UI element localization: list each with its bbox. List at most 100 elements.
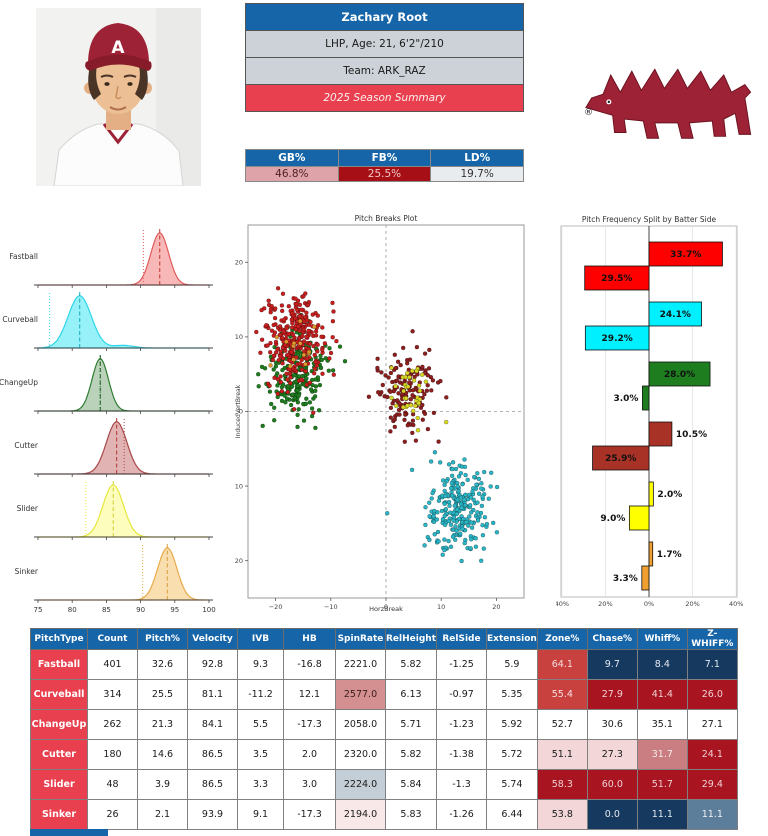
svg-text:2.0%: 2.0%: [657, 490, 682, 500]
svg-text:Slider: Slider: [17, 504, 39, 513]
ld-value: 19.7%: [430, 166, 524, 182]
svg-text:1.7%: 1.7%: [657, 550, 682, 560]
stat-cell: 3.5: [237, 739, 284, 770]
stat-cell: 35.1: [636, 709, 688, 740]
svg-text:10: 10: [235, 333, 243, 341]
svg-text:HorzBreak: HorzBreak: [369, 605, 403, 613]
jersey: [53, 123, 184, 186]
stat-cell: -1.23: [436, 709, 487, 740]
stat-cell: -1.26: [436, 799, 487, 830]
stat-cell: 2194.0: [335, 799, 386, 830]
pitch-type-label: Cutter: [30, 739, 88, 770]
stat-cell: -11.2: [237, 679, 284, 710]
stat-cell: 5.92: [486, 709, 538, 740]
stat-cell: -16.8: [283, 649, 336, 680]
table-row: Slider 48 3.9 86.5 3.3 3.0 2224.0 5.84 -1.3 5.74 5…: [30, 769, 738, 800]
svg-text:20: 20: [235, 259, 243, 267]
stat-cell: 2058.0: [335, 709, 386, 740]
stat-cell: 29.4: [686, 769, 738, 800]
stat-cell: 2221.0: [335, 649, 386, 680]
svg-text:40%: 40%: [729, 600, 743, 608]
stat-cell: 5.5: [237, 709, 284, 740]
player-bio: LHP, Age: 21, 6'2"/210: [246, 31, 523, 58]
pitch-breaks-chart: −20 −10 0 10 20 −20 −10 0 10 20 Pitch Breaks Plot H…: [235, 214, 525, 613]
stat-cell: 9.1: [237, 799, 284, 830]
svg-text:3.0%: 3.0%: [613, 394, 638, 404]
column-header: PitchType: [30, 628, 88, 650]
svg-text:Pitch Breaks Plot: Pitch Breaks Plot: [355, 214, 418, 223]
stat-cell: 86.5: [187, 769, 238, 800]
stat-cell: -17.3: [283, 709, 336, 740]
stat-cell: 21.3: [137, 709, 188, 740]
stat-cell: 53.8: [536, 799, 588, 830]
hair-left: [88, 66, 101, 100]
pitch-type-label: Fastball: [30, 649, 88, 680]
table-row: ChangeUp 262 21.3 84.1 5.5 -17.3 2058.0 5.71 -1.…: [30, 709, 738, 740]
stat-cell: 2.0: [283, 739, 336, 770]
mouth: [109, 106, 127, 111]
hog-tusk: [583, 109, 593, 117]
svg-text:0: 0: [384, 603, 388, 611]
stat-cell: 64.1: [536, 649, 588, 680]
svg-text:33.7%: 33.7%: [670, 250, 701, 260]
stat-cell: 5.74: [486, 769, 538, 800]
column-header: Velocity: [187, 628, 238, 650]
svg-text:−10: −10: [235, 482, 243, 490]
stat-cell: 5.82: [385, 739, 437, 770]
fb-header: FB%: [337, 149, 432, 167]
pitch-type-label: Slider: [30, 769, 88, 800]
svg-text:InducedVertBreak: InducedVertBreak: [235, 384, 242, 438]
stat-cell: 6.13: [385, 679, 437, 710]
cap-brim: [85, 54, 152, 71]
stat-cell: 81.1: [187, 679, 238, 710]
fb-value: 25.5%: [337, 166, 432, 182]
stat-cell: 31.7: [636, 739, 688, 770]
stat-cell: 5.35: [486, 679, 538, 710]
svg-text:Fastball: Fastball: [9, 252, 38, 261]
velocity-ridgeline-chart: Fastball Curveball ChangeUp Cutter Slider Sin…: [0, 229, 216, 614]
stat-cell: 86.5: [187, 739, 238, 770]
svg-text:29.5%: 29.5%: [601, 274, 632, 284]
pitch-type-label: ChangeUp: [30, 709, 88, 740]
stat-cell: 32.6: [137, 649, 188, 680]
svg-text:Pitch Frequency Split by Batte: Pitch Frequency Split by Batter Side: [582, 215, 717, 224]
svg-text:40%: 40%: [556, 600, 569, 608]
stat-cell: 51.7: [636, 769, 688, 800]
column-header: Whiff%: [636, 628, 688, 650]
svg-text:9.0%: 9.0%: [600, 514, 625, 524]
stat-cell: 5.9: [486, 649, 538, 680]
stat-cell: 14.6: [137, 739, 188, 770]
column-header: Extension: [486, 628, 538, 650]
stat-cell: 7.1: [686, 649, 738, 680]
stat-cell: 401: [87, 649, 138, 680]
stat-cell: -0.97: [436, 679, 487, 710]
svg-text:75: 75: [34, 606, 43, 614]
batted-ball-table: GB% FB% LD% 46.8% 25.5% 19.7%: [245, 149, 524, 182]
svg-text:−20: −20: [269, 603, 283, 611]
stat-cell: 84.1: [187, 709, 238, 740]
stat-cell: -17.3: [283, 799, 336, 830]
batter-side-frequency-chart: 33.7% 29.5% 24.1% 29.2% 28.0% 3.0% 10.5% 25.9% 2…: [556, 215, 743, 608]
stat-cell: 314: [87, 679, 138, 710]
column-header: SpinRate: [335, 628, 386, 650]
stat-cell: 26: [87, 799, 138, 830]
stat-cell: 3.0: [283, 769, 336, 800]
pitch-stats-table: PitchType Count Pitch% Velocity IVB HB SpinRat…: [30, 628, 738, 830]
stat-cell: -1.25: [436, 649, 487, 680]
svg-text:29.2%: 29.2%: [602, 334, 633, 344]
stat-cell: 2224.0: [335, 769, 386, 800]
column-header: Zone%: [536, 628, 588, 650]
svg-text:24.1%: 24.1%: [660, 310, 691, 320]
batted-ball-header-row: GB% FB% LD%: [245, 149, 524, 167]
column-header: Chase%: [586, 628, 638, 650]
player-info-card: Zachary Root LHP, Age: 21, 6'2"/210 Team…: [245, 3, 524, 112]
stat-cell: 25.5: [137, 679, 188, 710]
table-row: Sinker 26 2.1 93.9 9.1 -17.3 2194.0 5.83 -1.26 6.…: [30, 799, 738, 830]
stat-cell: 11.1: [636, 799, 688, 830]
gb-value: 46.8%: [245, 166, 339, 182]
razorback-icon: [583, 68, 752, 139]
season-summary-label: 2025 Season Summary: [246, 85, 523, 111]
stat-cell: 55.4: [536, 679, 588, 710]
stat-cell: 262: [87, 709, 138, 740]
stat-cell: 12.1: [283, 679, 336, 710]
